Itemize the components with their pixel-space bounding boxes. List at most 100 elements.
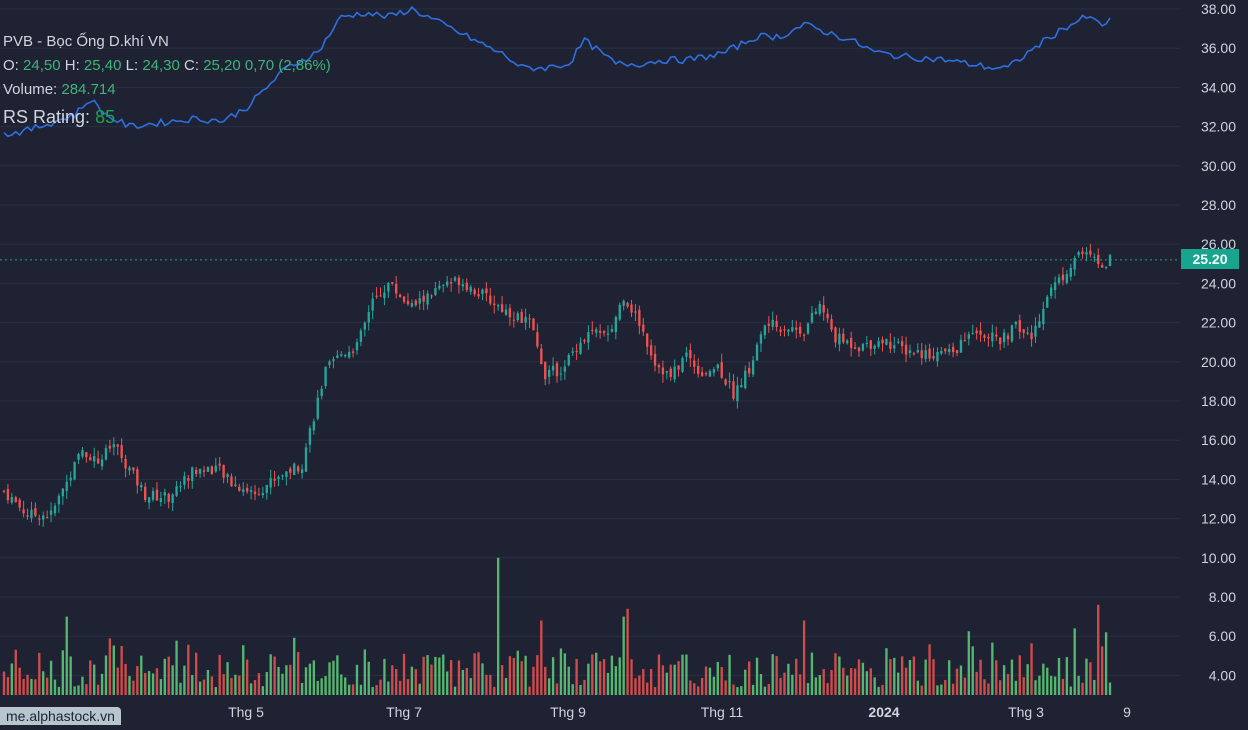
candle-body [238, 486, 241, 491]
volume-bar [128, 676, 131, 695]
volume-bar [532, 666, 535, 695]
candle-body [45, 516, 49, 518]
candle-body [740, 385, 743, 388]
y-tick-label: 12.00 [1201, 511, 1236, 527]
volume-bar [1030, 643, 1033, 695]
x-tick-label: Thg 3 [1008, 704, 1044, 720]
candle-body [340, 354, 343, 356]
candle-body [1100, 265, 1104, 268]
candle-body [971, 332, 974, 334]
volume-bar [861, 662, 865, 695]
candle-body [261, 493, 265, 496]
x-tick-label: Thg 5 [228, 704, 264, 720]
volume-bar [1061, 678, 1065, 695]
volume-bar [49, 660, 53, 695]
volume-bar [175, 640, 178, 695]
rs-value: 85 [95, 107, 116, 127]
candle-body [818, 304, 821, 314]
candle-body [712, 369, 716, 373]
candle-body [559, 373, 563, 375]
candle-body [332, 359, 335, 362]
y-tick-label: 18.00 [1201, 393, 1236, 409]
volume-bar [661, 665, 665, 695]
candle-body [673, 366, 676, 380]
candle-body [320, 388, 323, 397]
volume-bar [893, 657, 896, 695]
candle-body [73, 461, 76, 480]
volume-bar [1100, 646, 1104, 695]
candle-body [324, 366, 327, 387]
candle-body [489, 295, 492, 304]
volume-bar [963, 677, 967, 695]
candle-body [979, 330, 982, 335]
candle-body [116, 444, 119, 447]
candle-body [744, 370, 747, 389]
volume-bar [493, 686, 496, 695]
volume-bar [124, 663, 127, 695]
volume-bar [649, 668, 653, 695]
volume-bar [367, 661, 370, 695]
volume-bar [857, 659, 861, 695]
candle-body [693, 360, 696, 367]
candle-body [202, 470, 206, 472]
candle-body [159, 498, 163, 503]
candle-body [398, 294, 402, 297]
candle-body [834, 327, 837, 343]
volume-bar [622, 616, 625, 695]
candle-body [242, 489, 245, 492]
volume-bar [642, 669, 645, 695]
volume-bar [653, 687, 657, 695]
x-tick-label: 9 [1123, 704, 1131, 720]
volume-bar [755, 657, 759, 695]
volume-bar [1014, 680, 1018, 695]
candle-body [104, 448, 108, 460]
volume-bar [830, 669, 833, 695]
volume-bar [22, 678, 25, 695]
volume-bar [630, 659, 633, 695]
candle-body [155, 489, 159, 501]
volume-bar [371, 686, 374, 695]
volume-bar [1010, 659, 1014, 695]
candle-body [885, 339, 888, 345]
volume-bar [971, 646, 974, 695]
candle-body [449, 282, 453, 284]
candle-body [1081, 251, 1084, 255]
volume-bar [912, 656, 916, 695]
volume-bar [904, 667, 908, 695]
volume-bar [669, 664, 672, 695]
volume-bar [591, 654, 594, 695]
volume-label: Volume: [3, 81, 58, 98]
candle-body [802, 334, 806, 336]
volume-bar [736, 687, 739, 695]
candle-body [642, 324, 645, 332]
volume-bar [73, 686, 76, 695]
volume-bar [571, 684, 574, 695]
open-label: O: [3, 57, 19, 74]
candle-body [869, 340, 872, 349]
volume-bar [618, 657, 621, 695]
candle-body [108, 445, 112, 449]
candle-body [1057, 277, 1061, 283]
volume-bar [112, 645, 115, 695]
candle-body [826, 313, 829, 319]
candle-body [516, 313, 519, 321]
volume-bar [555, 683, 559, 695]
watermark[interactable]: me.alphastock.vn [0, 707, 121, 725]
volume-bar [693, 683, 696, 695]
volume-bar [277, 666, 280, 695]
volume-bar [38, 652, 41, 695]
volume-bar [975, 671, 978, 695]
volume-bar [34, 679, 37, 695]
candle-body [795, 327, 798, 330]
candle-body [147, 497, 151, 503]
volume-bar [897, 672, 900, 695]
volume-bar [536, 655, 539, 695]
candle-body [442, 284, 445, 286]
candle-body [853, 347, 857, 349]
y-tick-label: 14.00 [1201, 471, 1236, 487]
candle-body [1069, 267, 1072, 277]
volume-bar [312, 660, 316, 695]
volume-bar [940, 684, 943, 695]
